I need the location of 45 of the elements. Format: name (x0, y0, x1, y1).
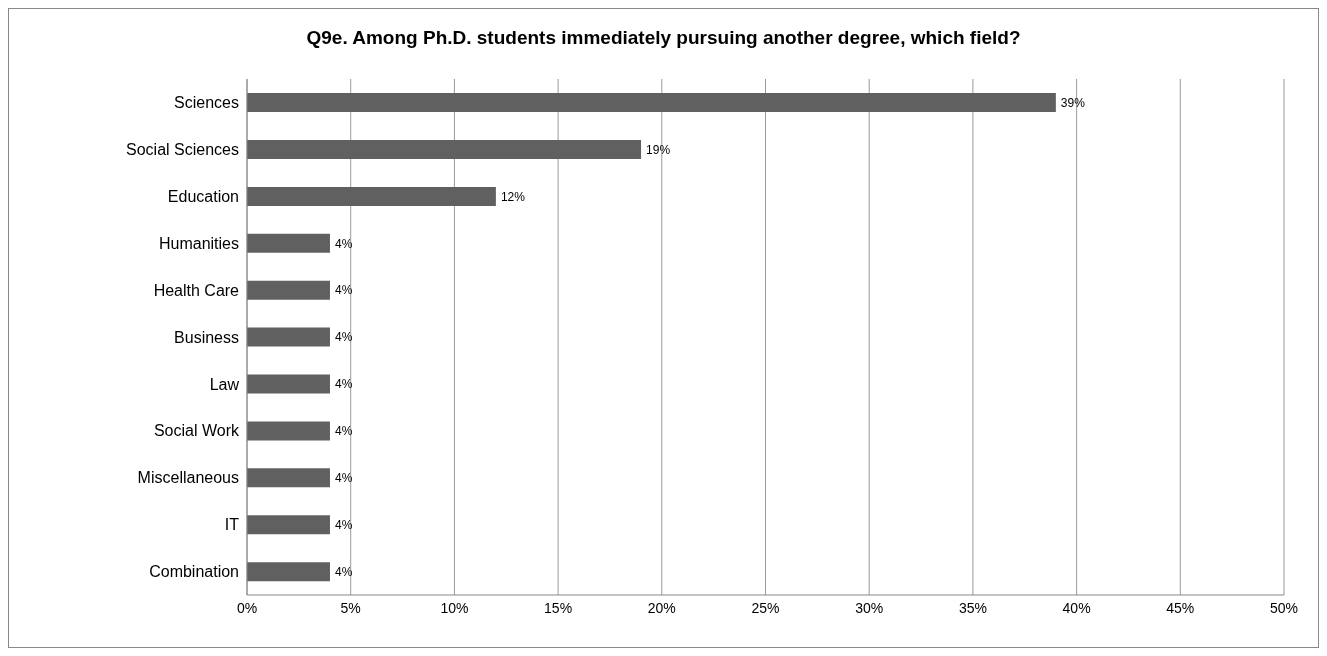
y-tick-label: Business (174, 328, 239, 346)
y-tick-label: Combination (149, 563, 239, 581)
x-tick-label: 45% (1166, 599, 1195, 616)
data-label: 4% (334, 330, 353, 345)
data-label: 4% (334, 283, 353, 298)
x-tick-label: 50% (1269, 599, 1299, 616)
x-tick-label: 40% (1062, 599, 1091, 616)
bar (247, 421, 330, 441)
x-tick-label: 20% (647, 599, 676, 616)
y-tick-label: Health Care (153, 281, 240, 299)
y-tick-label: Education (167, 187, 239, 205)
x-tick-label: 25% (751, 599, 780, 616)
y-tick-label: Humanities (158, 234, 239, 252)
data-label: 4% (334, 564, 353, 579)
y-tick-label: Sciences (174, 94, 239, 112)
data-label: 4% (334, 424, 353, 439)
data-label: 4% (334, 236, 353, 251)
x-tick-label: 15% (544, 599, 573, 616)
chart-title: Q9e. Among Ph.D. students immediately pursuing another degree, which field? (305, 27, 1022, 50)
x-tick-label: 5% (340, 599, 361, 616)
bar (247, 374, 330, 394)
y-tick-label: Social Sciences (126, 141, 239, 159)
data-label: 4% (334, 518, 353, 533)
bar (247, 280, 330, 300)
data-label: 39% (1060, 95, 1086, 110)
y-tick-label: Miscellaneous (137, 469, 239, 487)
bar (247, 327, 330, 347)
bar (247, 562, 330, 582)
data-label: 4% (334, 377, 353, 392)
x-tick-label: 35% (958, 599, 987, 616)
bar (247, 468, 330, 488)
bar (247, 93, 1056, 113)
data-label: 12% (500, 189, 526, 204)
bar (247, 515, 330, 535)
x-tick-label: 0% (236, 599, 258, 616)
data-label: 19% (646, 142, 671, 157)
bar (247, 186, 496, 206)
x-tick-label: 30% (855, 599, 884, 616)
data-label: 4% (334, 471, 353, 486)
bar (247, 139, 642, 159)
y-tick-label: IT (224, 516, 240, 534)
y-tick-label: Law (209, 375, 240, 393)
x-tick-label: 10% (440, 599, 469, 616)
bar (247, 233, 330, 253)
y-tick-label: Social Work (153, 422, 240, 440)
